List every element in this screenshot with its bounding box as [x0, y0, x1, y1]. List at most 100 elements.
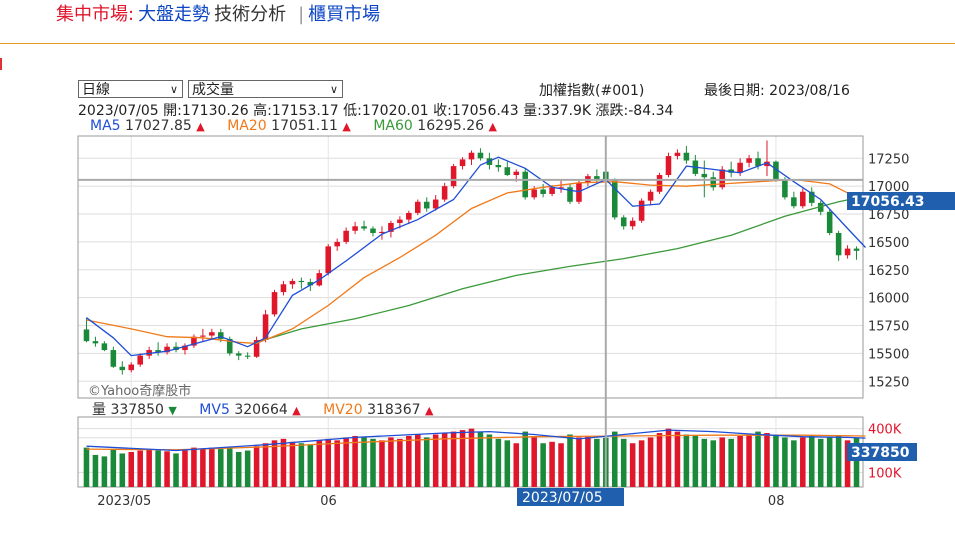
volume-bar [701, 438, 708, 487]
volume-bar [83, 447, 90, 487]
quote-change: 漲跌:-84.34 [595, 103, 674, 119]
volume-bar [164, 451, 170, 487]
candle-body [683, 152, 690, 161]
volume-bar [853, 437, 860, 487]
index-name: 加權指數(#001) [539, 83, 645, 99]
volume-bar [218, 449, 224, 487]
candle-body [441, 186, 448, 200]
volume-bar [423, 437, 430, 487]
price-tick-label: 16000 [868, 292, 909, 307]
candle-body [835, 232, 842, 256]
volume-bar [737, 435, 743, 487]
mv5-arrow-icon: ▲ [292, 404, 301, 417]
volume-bar [549, 441, 555, 487]
volume-bar [728, 438, 734, 487]
candle-body [182, 345, 188, 351]
volume-bar [611, 431, 618, 487]
volume-tick-label: 400K [868, 423, 902, 438]
volume-bar [620, 438, 627, 487]
ma5-label: MA5 [90, 118, 121, 134]
nav-link-otc-market[interactable]: 櫃買市場 [308, 4, 381, 25]
volume-bar [817, 438, 824, 487]
candle-body [361, 226, 367, 229]
current-volume-label: 337850 [851, 445, 910, 461]
volume-bar [531, 437, 537, 487]
cursor-date-label: 2023/07/05 [522, 490, 603, 506]
candle-body [432, 199, 439, 209]
mv20-line [86, 434, 866, 451]
volume-bar [647, 437, 654, 487]
candle-body [638, 200, 645, 221]
candle-body [379, 231, 385, 233]
volume-bar [683, 434, 690, 487]
volume-bar [343, 437, 349, 487]
volume-bar [361, 437, 367, 487]
candle-body [791, 197, 797, 207]
candle-body [92, 341, 99, 344]
candle-body [343, 230, 349, 242]
candle-body [817, 202, 824, 212]
volume-bar [844, 440, 851, 487]
mv5-line [86, 429, 866, 452]
ma20-line [86, 178, 866, 345]
candle-body [764, 161, 770, 167]
volume-bar [110, 449, 117, 487]
price-tick-label: 16250 [868, 264, 909, 279]
candle-body [701, 173, 708, 178]
left-marker [0, 58, 2, 70]
quote-open: 開:17130.26 [163, 103, 249, 119]
volume-bar [289, 441, 296, 487]
candle-body [137, 355, 143, 365]
candle-body [110, 350, 117, 367]
volume-bar [352, 435, 358, 487]
last-date: 最後日期: 2023/08/16 [704, 83, 850, 99]
period-select[interactable]: 日線 ∨ [78, 80, 183, 98]
candle-body [594, 176, 600, 180]
ma20-value: 17051.11 [271, 118, 338, 134]
candle-body [549, 187, 555, 194]
nav-separator: | [298, 4, 305, 25]
candle-body [513, 171, 520, 176]
volume-bar [280, 438, 287, 487]
mv5-label: MV5 [199, 402, 230, 418]
cursor-date-tag [517, 488, 624, 506]
candle-body [468, 152, 475, 160]
volume-bar [406, 435, 412, 487]
candle-body [218, 332, 224, 339]
current-price-label: 17056.43 [851, 194, 925, 210]
volume-bar [397, 438, 403, 487]
candle-body [388, 222, 394, 232]
volume-bar [656, 433, 663, 487]
volume-bar [450, 431, 457, 487]
volume-bar [334, 440, 340, 487]
volume-bar [782, 437, 788, 487]
ma5-value: 17027.85 [125, 118, 192, 134]
nav-link-technical-analysis[interactable]: 技術分析 [214, 4, 287, 25]
price-tick-label: 15250 [868, 375, 909, 390]
watermark-text: ©Yahoo奇摩股市 [88, 383, 191, 399]
candle-body [477, 152, 484, 159]
volume-bar [325, 438, 332, 487]
volume-bar [513, 443, 520, 487]
candle-body [83, 329, 90, 342]
indicator-select[interactable]: 成交量 ∨ [188, 80, 343, 98]
candle-body [629, 220, 636, 227]
quote-row: 2023/07/05 開:17130.26 高:17153.17 低:17020… [78, 100, 673, 120]
volume-bar [692, 435, 699, 487]
volume-bar [495, 438, 502, 487]
date-tick-label: 06 [320, 494, 337, 509]
mv20-value: 318367 [367, 402, 421, 418]
volume-bar [764, 433, 770, 487]
candle-body [773, 161, 779, 180]
mv20-label: MV20 [323, 402, 363, 418]
volume-bar [182, 450, 188, 487]
volume-bar [370, 438, 376, 487]
volume-bar [594, 438, 600, 487]
candle-body [370, 228, 376, 233]
mv5-value: 320664 [234, 402, 288, 418]
nav-link-market-trend[interactable]: 大盤走勢 [138, 4, 211, 25]
price-panel-frame [77, 135, 864, 399]
volume-bar [835, 435, 842, 487]
price-tick-label: 17000 [868, 180, 909, 195]
